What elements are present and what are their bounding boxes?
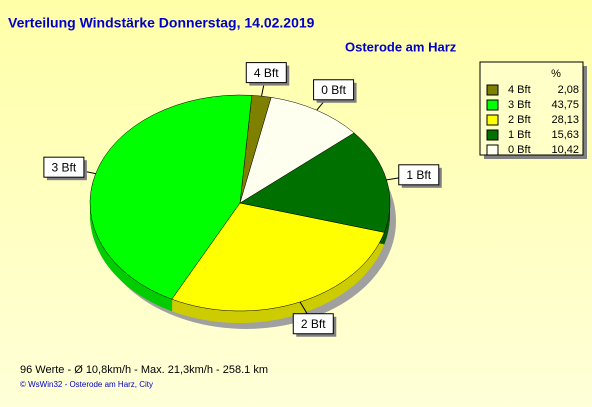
legend-swatch	[486, 129, 499, 141]
legend-swatch	[486, 99, 499, 111]
legend-value: 10,42	[551, 144, 579, 156]
footer: 96 Werte - Ø 10,8km/h - Max. 21,3km/h - …	[20, 364, 268, 376]
label-box	[398, 164, 440, 186]
chart-subtitle: Osterode am Harz	[345, 39, 457, 54]
credit: © WsWin32 - Osterode am Harz, City	[20, 380, 153, 389]
legend-label: 1 Bft	[508, 129, 531, 141]
chart-title: Verteilung Windstärke Donnerstag, 14.02.…	[8, 15, 315, 31]
legend-label: 2 Bft	[508, 114, 531, 126]
legend-value: 2,08	[558, 84, 579, 96]
slice-label: 1 Bft	[406, 168, 431, 182]
legend: 4 Bft 2,08 3 Bft 43,75 2 Bft 28,13 1 Bft 15,63 0…	[486, 84, 579, 156]
slice-label: 2 Bft	[301, 317, 326, 331]
pie-slice	[89, 94, 253, 300]
legend-value: 15,63	[551, 129, 579, 141]
pie: 4 Bft 3 Bft 2 Bft 1 Bft 0 Bft	[43, 62, 442, 337]
label-box	[313, 79, 355, 101]
slice-label: 4 Bft	[254, 66, 279, 80]
slice-label: 0 Bft	[321, 83, 346, 97]
legend-label: 0 Bft	[508, 144, 531, 156]
label-box	[43, 156, 85, 178]
pie-slice	[239, 132, 391, 233]
legend-swatch	[486, 84, 499, 96]
legend-swatch	[486, 144, 499, 156]
legend-header: %	[551, 68, 561, 80]
legend-value: 43,75	[551, 99, 579, 111]
legend-label: 3 Bft	[508, 99, 531, 111]
label-box	[292, 313, 334, 335]
legend-value: 28,13	[551, 114, 579, 126]
legend-label: 4 Bft	[508, 84, 531, 96]
legend-swatch	[486, 114, 499, 126]
slice-label: 3 Bft	[52, 160, 77, 174]
label-box	[245, 62, 287, 84]
